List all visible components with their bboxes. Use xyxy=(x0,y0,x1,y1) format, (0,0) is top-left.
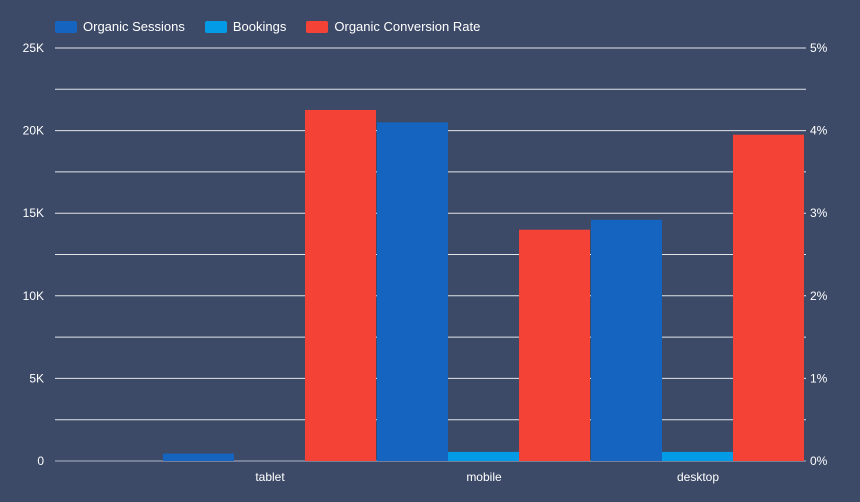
left-axis-tick-label: 15K xyxy=(23,206,44,220)
legend-label-organic-sessions: Organic Sessions xyxy=(83,19,185,34)
legend-item-organic-conversion-rate[interactable]: Organic Conversion Rate xyxy=(306,19,480,34)
right-axis-tick-label: 3% xyxy=(810,206,828,220)
left-axis-tick-label: 5K xyxy=(29,371,44,385)
right-axis-tick-label: 2% xyxy=(810,289,828,303)
right-axis-tick-label: 5% xyxy=(810,41,828,55)
bar-bookings-mobile xyxy=(448,451,519,461)
legend-label-organic-conversion-rate: Organic Conversion Rate xyxy=(334,19,481,34)
bar-organic-conversion-rate-desktop xyxy=(733,134,804,462)
bar-organic-conversion-rate-mobile xyxy=(519,229,590,461)
right-axis-tick-label: 0% xyxy=(810,454,828,468)
bar-organic-sessions-desktop xyxy=(591,219,662,461)
bar-organic-sessions-tablet xyxy=(163,453,234,461)
left-axis-tick-label: 10K xyxy=(23,289,44,303)
legend-swatch-organic-sessions xyxy=(55,20,77,33)
right-axis-tick-label: 1% xyxy=(810,371,828,385)
bar-bookings-desktop xyxy=(662,451,733,461)
legend-item-bookings[interactable]: Bookings xyxy=(204,19,287,34)
legend: Organic Sessions Bookings Organic Conver… xyxy=(55,19,480,34)
left-axis-tick-label: 25K xyxy=(23,41,44,55)
bar-organic-sessions-mobile xyxy=(377,122,448,461)
bar-organic-conversion-rate-tablet xyxy=(305,109,376,461)
left-axis-tick-label: 0 xyxy=(37,454,44,468)
right-axis-tick-label: 4% xyxy=(810,124,828,138)
x-axis-tick-label: tablet xyxy=(255,470,285,484)
x-axis-tick-label: desktop xyxy=(677,470,719,484)
legend-swatch-bookings xyxy=(204,20,227,33)
legend-label-bookings: Bookings xyxy=(232,19,287,34)
left-axis-tick-label: 20K xyxy=(23,124,44,138)
legend-item-organic-sessions[interactable]: Organic Sessions xyxy=(55,19,185,34)
x-axis-tick-label: mobile xyxy=(466,470,502,484)
legend-swatch-organic-conversion-rate xyxy=(306,20,329,33)
